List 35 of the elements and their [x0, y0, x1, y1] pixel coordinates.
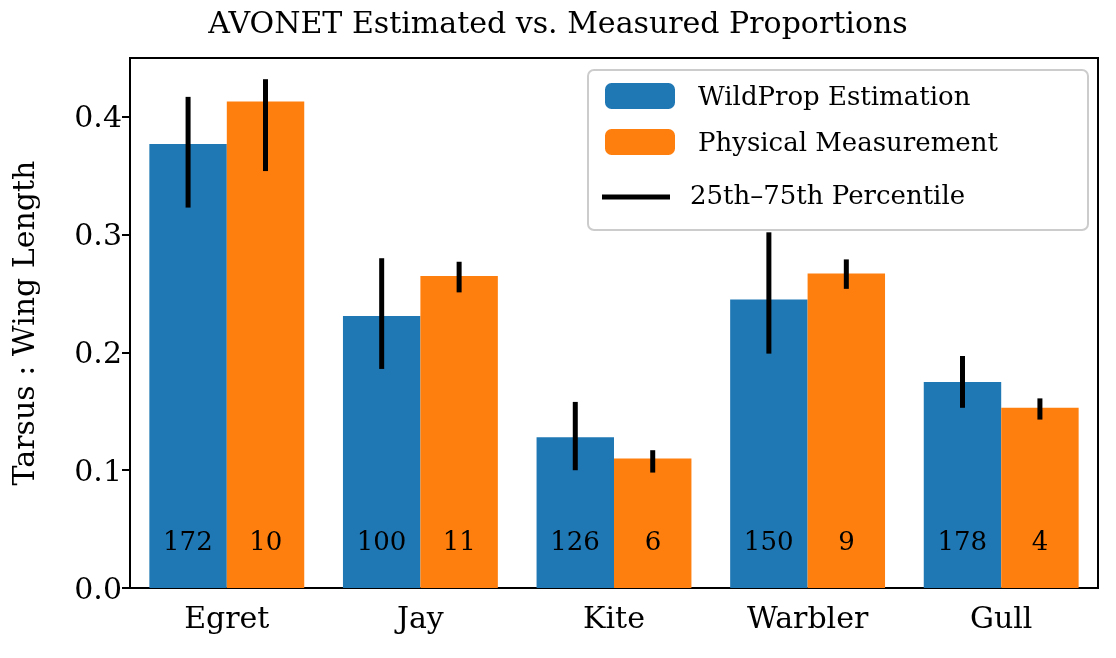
bar	[730, 299, 808, 588]
y-axis-title: Tarsus : Wing Length	[5, 160, 41, 486]
annotation: 178	[937, 525, 988, 556]
bar	[807, 273, 886, 588]
annotation: 6	[644, 525, 662, 556]
y-tick-label: 0.4	[74, 99, 122, 135]
bar	[1001, 407, 1079, 588]
bar	[923, 381, 1002, 588]
legend-label: Physical Measurement	[698, 127, 999, 157]
annotation: 9	[838, 525, 855, 556]
annotation: 126	[550, 525, 600, 556]
annotation: 11	[442, 525, 476, 556]
chart-title: AVONET Estimated vs. Measured Proportions	[207, 4, 908, 40]
y-tick-label: 0.1	[74, 452, 122, 488]
bar	[342, 315, 421, 588]
y-tick-label: 0.0	[74, 570, 122, 606]
bar	[420, 275, 498, 588]
annotation: 4	[1031, 525, 1049, 556]
x-tick-label: Warbler	[746, 599, 869, 635]
y-tick-label: 0.2	[74, 334, 122, 370]
x-tick-label: Kite	[583, 599, 645, 635]
bar	[536, 437, 614, 588]
annotation: 100	[356, 525, 407, 556]
annotation: 25th–75th Percentile	[690, 180, 966, 210]
bar	[149, 143, 227, 588]
bar	[614, 458, 692, 588]
annotation: 172	[163, 525, 213, 556]
x-tick-label: Jay	[393, 599, 444, 635]
annotation: 10	[249, 525, 283, 556]
bar	[226, 101, 305, 588]
x-tick-label: Egret	[184, 599, 270, 635]
annotation: 150	[743, 525, 794, 556]
y-tick-label: 0.3	[74, 217, 122, 253]
legend-label: WildProp Estimation	[698, 81, 971, 111]
x-tick-label: Gull	[969, 599, 1033, 635]
